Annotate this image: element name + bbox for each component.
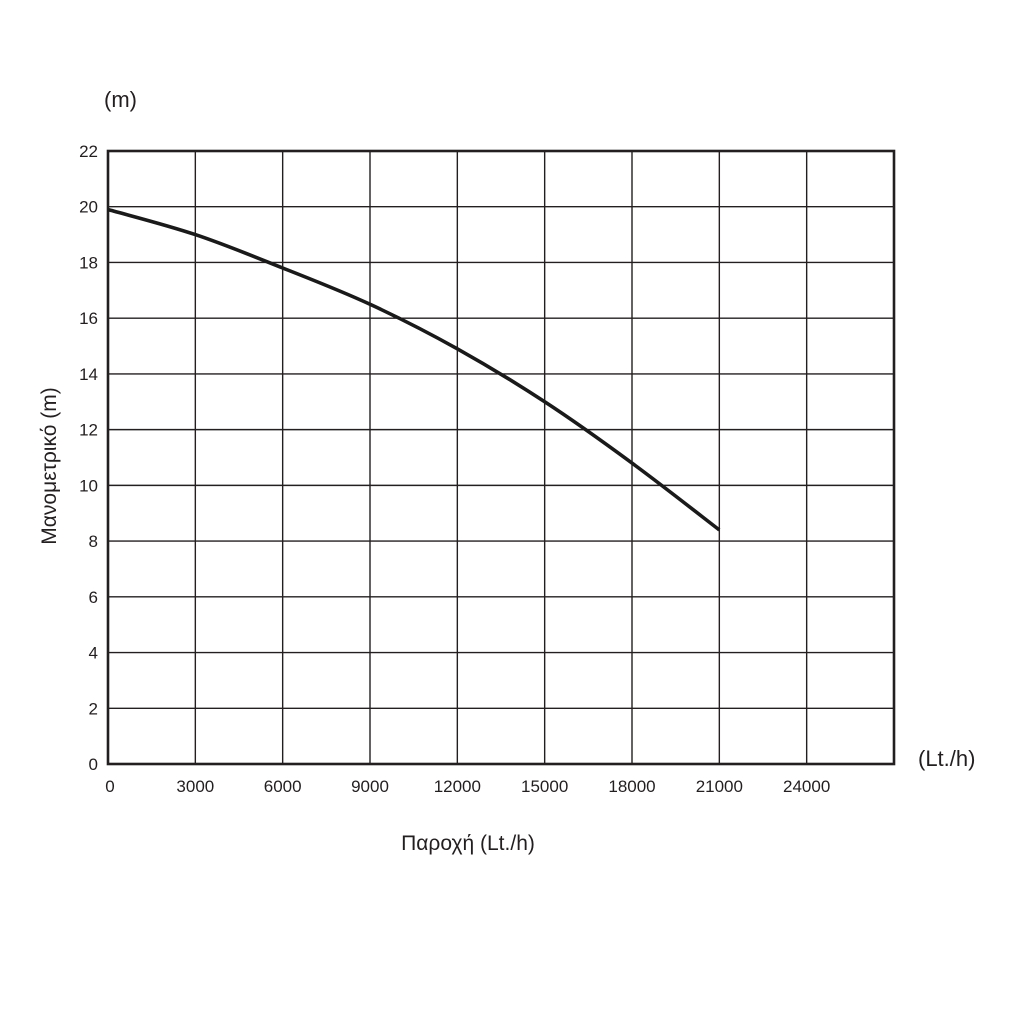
x-tick-label: 15000: [521, 777, 568, 796]
y-tick-label: 18: [79, 253, 98, 272]
y-tick-label: 14: [79, 365, 98, 384]
x-tick-label: 3000: [176, 777, 214, 796]
y-tick-label: 2: [89, 699, 98, 718]
y-tick-label: 0: [89, 755, 98, 774]
x-tick-labels: 0 3000 6000 9000 12000 15000 18000 21000 24000: [105, 777, 830, 796]
y-unit-label: (m): [104, 87, 137, 112]
x-tick-label: 9000: [351, 777, 389, 796]
y-tick-label: 12: [79, 421, 98, 440]
plot-frame: [106, 149, 896, 766]
x-tick-label: 6000: [264, 777, 302, 796]
y-tick-label: 6: [89, 588, 98, 607]
y-tick-label: 16: [79, 309, 98, 328]
y-tick-label: 4: [89, 644, 98, 663]
series-line: [107, 207, 721, 532]
x-tick-label: 21000: [696, 777, 743, 796]
x-unit-label: (Lt./h): [918, 746, 975, 771]
y-tick-label: 22: [79, 142, 98, 161]
x-tick-label: 0: [105, 777, 114, 796]
grid-lines: [108, 151, 894, 764]
x-axis-title: Παροχή (Lt./h): [401, 832, 535, 855]
x-tick-label: 18000: [608, 777, 655, 796]
y-tick-label: 8: [89, 532, 98, 551]
y-axis-title: Μανομετρικό (m): [38, 387, 61, 544]
x-tick-label: 12000: [434, 777, 481, 796]
y-tick-labels: 0 2 4 6 8 10 12 14 16 18 20 22: [79, 142, 98, 774]
x-tick-label: 24000: [783, 777, 830, 796]
y-tick-label: 20: [79, 198, 98, 217]
y-tick-label: 10: [79, 476, 98, 495]
